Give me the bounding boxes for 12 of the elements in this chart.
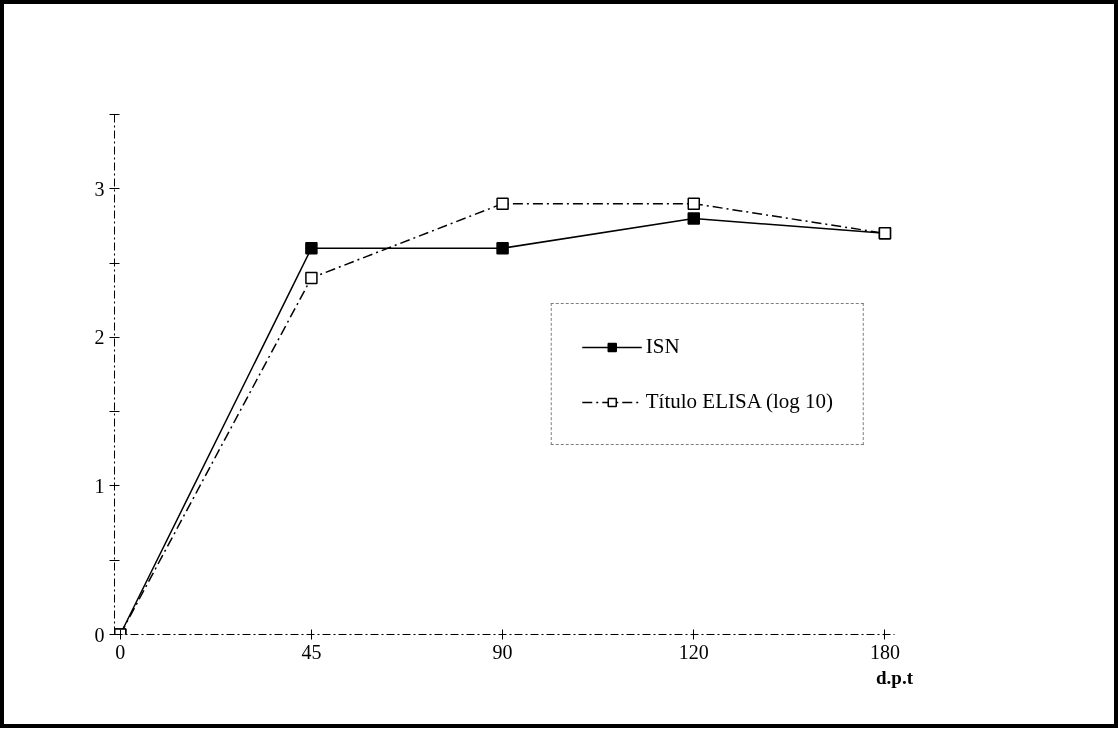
x-tick-label: 90 — [492, 640, 513, 663]
x-tick-label: 45 — [301, 640, 322, 663]
x-tick-label: 120 — [678, 640, 709, 663]
x-axis-title: d.p.t — [876, 666, 914, 688]
y-tick-label: 0 — [94, 623, 105, 646]
legend-label: ISN — [645, 334, 680, 359]
y-tick-label: 2 — [94, 326, 105, 349]
y-tick-label: 3 — [94, 177, 105, 200]
legend-label: Título ELISA (log 10) — [645, 389, 833, 414]
x-tick-label: 0 — [115, 640, 126, 663]
x-tick-label: 180 — [869, 640, 900, 663]
y-tick-label: 1 — [94, 474, 105, 497]
